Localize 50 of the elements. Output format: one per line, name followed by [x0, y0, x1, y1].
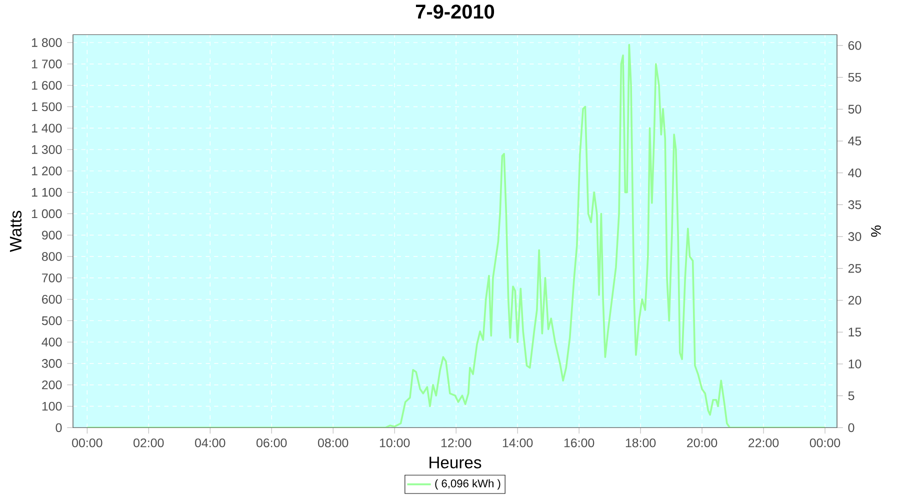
y-tick-label: 400	[42, 338, 62, 347]
y2-tick-label: 30	[848, 232, 862, 242]
x-tick-label: 22:00	[748, 438, 779, 448]
y-tick-label: 100	[42, 402, 62, 411]
y2-tick-label: 35	[848, 200, 862, 210]
y-tick-label: 1 800	[32, 38, 62, 48]
y-axis-title: Watts	[10, 211, 22, 252]
y2-tick-label: 15	[848, 328, 862, 337]
y2-tick-label: 0	[848, 423, 854, 432]
y-tick-label: 900	[42, 230, 62, 240]
y-tick-label: 1 300	[32, 145, 62, 154]
y2-tick-label: 40	[848, 168, 862, 178]
y-tick-label: 500	[42, 316, 62, 326]
x-tick-label: 14:00	[502, 438, 533, 448]
x-tick-label: 00:00	[810, 438, 840, 448]
y-tick-label: 0	[56, 423, 62, 432]
x-tick-label: 06:00	[256, 438, 287, 448]
y-tick-label: 1 000	[32, 209, 62, 218]
x-tick-label: 10:00	[380, 438, 410, 448]
y2-tick-label: 5	[848, 392, 854, 400]
y2-tick-label: 25	[848, 264, 862, 274]
x-tick-label: 02:00	[134, 438, 164, 448]
y2-tick-label: 55	[848, 73, 862, 82]
x-tick-label: 16:00	[564, 438, 594, 448]
x-tick-label: 04:00	[195, 438, 226, 448]
y2-tick-label: 50	[848, 104, 862, 114]
y-tick-label: 1 200	[32, 166, 62, 176]
y2-tick-label: 45	[848, 136, 862, 146]
chart-title: 7-9-2010	[416, 4, 494, 19]
x-tick-label: 08:00	[318, 438, 348, 448]
y-tick-label: 1 100	[32, 188, 62, 197]
y-tick-label: 300	[42, 359, 62, 368]
x-tick-label: 18:00	[626, 438, 656, 448]
y2-axis-title: %	[871, 226, 881, 237]
x-tick-label: 00:00	[72, 438, 102, 448]
x-tick-label: 12:00	[441, 438, 472, 448]
y-tick-label: 800	[42, 252, 62, 262]
legend-label: ( 6,096 kWh )	[435, 479, 500, 490]
y-tick-label: 1 700	[32, 60, 62, 69]
y-tick-label: 600	[42, 295, 62, 304]
y-tick-label: 700	[42, 274, 62, 282]
x-axis-title: Heures	[430, 456, 482, 469]
y-tick-label: 1 600	[32, 81, 62, 90]
y-tick-label: 200	[42, 380, 62, 390]
y2-tick-label: 20	[848, 296, 862, 305]
y2-tick-label: 60	[848, 41, 862, 50]
y-tick-label: 1 400	[32, 124, 62, 133]
y-tick-label: 1 500	[32, 102, 62, 112]
x-tick-label: 20:00	[687, 438, 718, 448]
y2-tick-label: 10	[848, 360, 862, 369]
